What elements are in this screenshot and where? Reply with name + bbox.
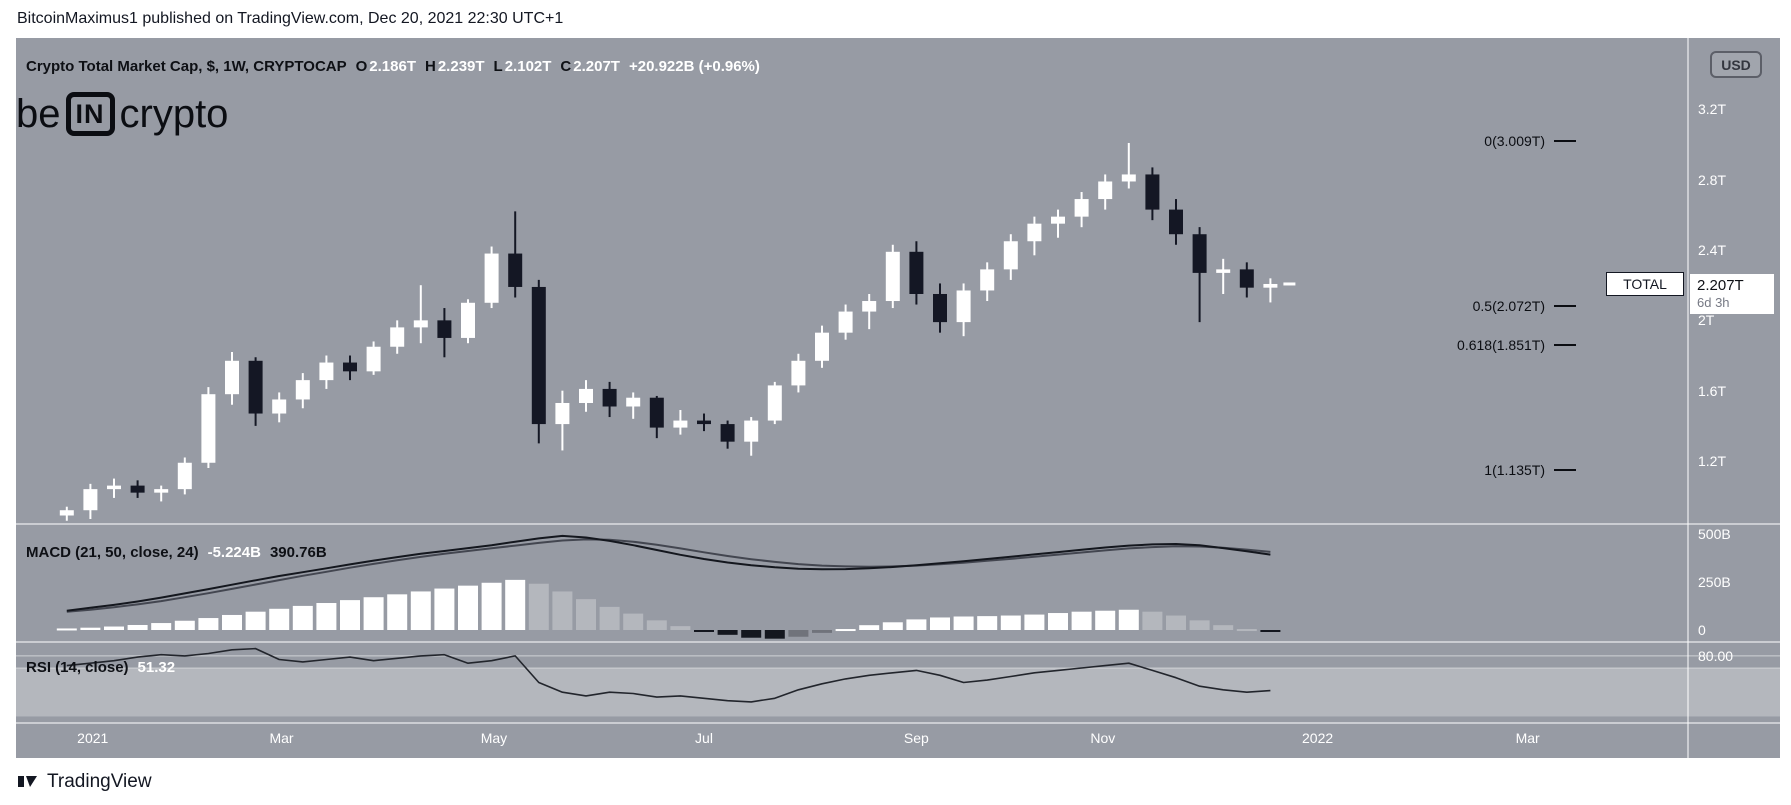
time-axis-tick: Sep: [903, 730, 929, 746]
publish-bar: BitcoinMaximus1 published on TradingView…: [0, 0, 1791, 38]
macd-axis-tick: 0: [1698, 622, 1706, 638]
time-axis-tick: Mar: [1515, 730, 1540, 746]
price-axis-tick: 1.2T: [1698, 453, 1727, 469]
fib-line-1: [1554, 469, 1576, 472]
symbol-title[interactable]: Crypto Total Market Cap, $, 1W, CRYPTOCA…: [26, 58, 347, 75]
rsi-legend: RSI (14, close) 51.32: [26, 659, 175, 676]
macd-line-value: 390.76B: [269, 544, 327, 561]
tradingview-logo-icon[interactable]: [17, 771, 38, 792]
ohlc-close: C 2.207T: [560, 58, 620, 75]
time-axis-tick: 2022: [1302, 730, 1334, 746]
time-axis-tick: Mar: [269, 730, 294, 746]
symbol-name-tag: TOTAL: [1606, 271, 1684, 296]
price-axis-tick: 2.4T: [1698, 242, 1727, 259]
price-axis-tick: 3.2T: [1698, 101, 1727, 118]
fib-line-0: [1554, 139, 1576, 142]
time-axis-tick: May: [480, 730, 508, 746]
beincrypto-watermark: be IN crypto: [16, 92, 228, 136]
time-axis-tick: Nov: [1090, 730, 1116, 746]
price-axis-tick: 2T: [1698, 312, 1715, 329]
watermark-crypto: crypto: [119, 92, 229, 136]
beincrypto-logo-icon: IN: [65, 92, 115, 136]
price-axis-tick: 2.8T: [1698, 171, 1727, 188]
fib-level-0-618[interactable]: 0.618(1.851T): [1457, 337, 1576, 353]
rsi-value: 51.32: [137, 659, 176, 676]
fib-line-0-5: [1554, 304, 1576, 307]
watermark-be: be: [16, 92, 61, 136]
chart-canvas[interactable]: [16, 38, 1780, 758]
ohlc-high: H 2.239T: [425, 58, 485, 75]
macd-hist-value: -5.224B: [207, 544, 261, 561]
publish-text: BitcoinMaximus1 published on TradingView…: [17, 10, 564, 27]
current-price-value: 2.207T: [1697, 276, 1744, 294]
bar-countdown: 6d 3h: [1697, 294, 1730, 310]
macd-title[interactable]: MACD (21, 50, close, 24): [26, 544, 199, 561]
footer-bar: TradingView: [0, 758, 1791, 805]
ohlc-low: L 2.102T: [493, 58, 552, 75]
fib-line-0-618: [1554, 343, 1576, 346]
chart-legend: Crypto Total Market Cap, $, 1W, CRYPTOCA…: [26, 58, 760, 75]
currency-button[interactable]: USD: [1710, 51, 1762, 78]
time-axis-tick: Jul: [695, 730, 713, 746]
macd-legend: MACD (21, 50, close, 24) -5.224B 390.76B: [26, 544, 327, 561]
rsi-title[interactable]: RSI (14, close): [26, 659, 129, 676]
change-value: +20.922B (+0.96%): [628, 58, 760, 75]
current-price-tag: 2.207T 6d 3h: [1690, 273, 1774, 314]
macd-axis-tick: 500B: [1698, 525, 1731, 542]
chart-area[interactable]: be IN crypto Crypto Total Market Cap, $,…: [16, 38, 1780, 758]
price-axis-tick: 1.6T: [1698, 382, 1727, 399]
macd-axis-tick: 250B: [1698, 573, 1731, 590]
fib-level-0-5[interactable]: 0.5(2.072T): [1473, 298, 1576, 314]
tradingview-brand[interactable]: TradingView: [47, 770, 152, 792]
ohlc-open: O 2.186T: [355, 58, 416, 75]
fib-level-1[interactable]: 1(1.135T): [1484, 462, 1576, 478]
fib-level-0[interactable]: 0(3.009T): [1484, 133, 1576, 149]
time-axis-tick: 2021: [77, 730, 109, 746]
rsi-axis-tick: 80.00: [1698, 647, 1734, 664]
